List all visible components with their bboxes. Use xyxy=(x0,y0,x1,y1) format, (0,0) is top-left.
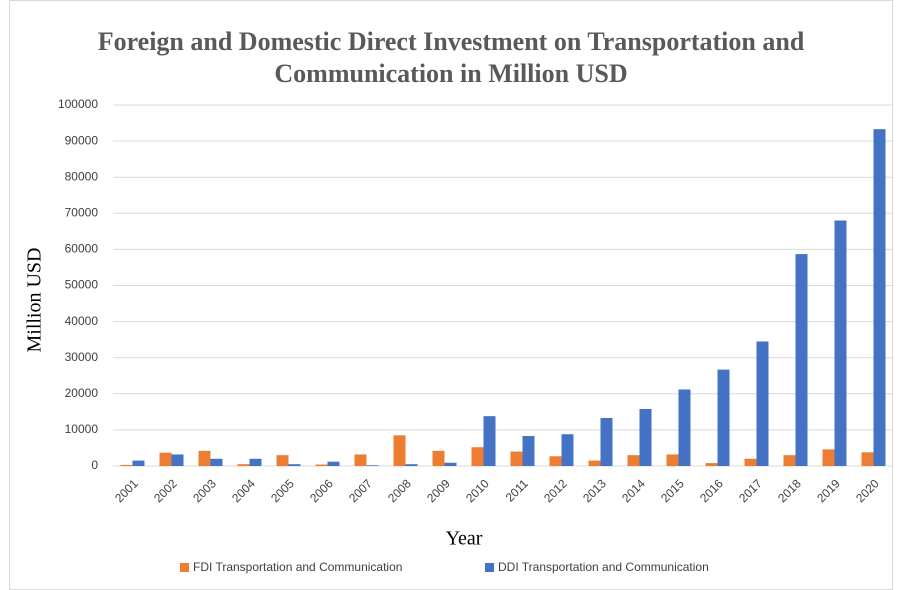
y-tick-label: 10000 xyxy=(65,422,99,436)
y-tick-label: 70000 xyxy=(65,205,99,219)
bar xyxy=(678,389,691,466)
bar xyxy=(393,435,406,466)
bar xyxy=(510,451,523,466)
chart-title: Foreign and Domestic Direct Investment o… xyxy=(97,27,805,88)
x-tick-label: 2016 xyxy=(697,476,726,505)
y-tick-label: 30000 xyxy=(65,350,99,364)
bar xyxy=(444,462,457,466)
bar xyxy=(315,464,328,466)
bar xyxy=(861,452,874,466)
bar xyxy=(834,220,847,466)
x-tick-label: 2006 xyxy=(307,476,336,505)
bar xyxy=(483,416,496,466)
bar xyxy=(744,458,757,466)
x-tick-label: 2013 xyxy=(580,476,609,505)
bar xyxy=(561,434,574,466)
legend-label: FDI Transportation and Communication xyxy=(193,560,402,574)
bar xyxy=(366,465,379,466)
bar xyxy=(159,452,172,466)
bar xyxy=(873,129,886,466)
bar xyxy=(705,463,718,466)
y-tick-label: 100000 xyxy=(58,97,98,111)
bar xyxy=(549,456,562,466)
bar xyxy=(822,449,835,466)
legend-swatch xyxy=(180,563,189,572)
y-tick-label: 80000 xyxy=(65,169,99,183)
bar xyxy=(522,436,535,466)
y-tick-label: 90000 xyxy=(65,133,99,147)
y-axis-label: Million USD xyxy=(24,247,46,352)
bar xyxy=(288,464,301,466)
x-tick-label: 2020 xyxy=(853,476,882,505)
bar xyxy=(171,454,184,466)
bar xyxy=(471,447,484,466)
x-tick-label: 2008 xyxy=(385,476,414,505)
bar xyxy=(237,464,250,466)
bar xyxy=(639,408,652,466)
x-tick-label: 2007 xyxy=(346,476,375,505)
x-tick-label: 2014 xyxy=(619,476,648,505)
x-tick-label: 2005 xyxy=(268,476,297,505)
x-tick-label: 2002 xyxy=(151,476,180,505)
bar xyxy=(327,461,340,466)
x-tick-label: 2011 xyxy=(503,476,531,504)
bar xyxy=(405,464,418,466)
x-tick-label: 2010 xyxy=(463,476,492,505)
bar xyxy=(666,454,679,466)
bar xyxy=(132,460,145,466)
y-tick-label: 40000 xyxy=(65,314,99,328)
bar xyxy=(717,369,730,466)
bar xyxy=(795,254,808,466)
x-axis-label: Year xyxy=(446,528,483,550)
bar xyxy=(354,454,367,466)
legend-label: DDI Transportation and Communication xyxy=(498,560,709,574)
x-tick-label: 2004 xyxy=(229,476,258,505)
x-tick-label: 2018 xyxy=(775,476,804,505)
bar xyxy=(276,455,289,466)
legend-swatch xyxy=(485,563,494,572)
x-tick-label: 2003 xyxy=(190,476,219,505)
bar xyxy=(198,450,211,466)
bar xyxy=(249,458,262,466)
bar xyxy=(432,450,445,466)
x-tick-label: 2012 xyxy=(541,476,570,505)
bar xyxy=(756,341,769,466)
bar xyxy=(783,455,796,466)
bar xyxy=(627,455,640,466)
x-tick-label: 2009 xyxy=(424,476,453,505)
x-tick-label: 2019 xyxy=(814,476,843,505)
y-tick-label: 20000 xyxy=(65,386,99,400)
x-tick-label: 2015 xyxy=(658,476,687,505)
bar xyxy=(210,458,223,466)
bar xyxy=(588,460,601,466)
x-tick-label: 2017 xyxy=(736,476,765,505)
x-tick-label: 2001 xyxy=(112,476,141,505)
bar xyxy=(600,417,613,466)
bar xyxy=(120,464,133,466)
y-tick-label: 60000 xyxy=(65,242,99,256)
y-tick-label: 0 xyxy=(91,458,98,472)
y-tick-label: 50000 xyxy=(65,278,99,292)
